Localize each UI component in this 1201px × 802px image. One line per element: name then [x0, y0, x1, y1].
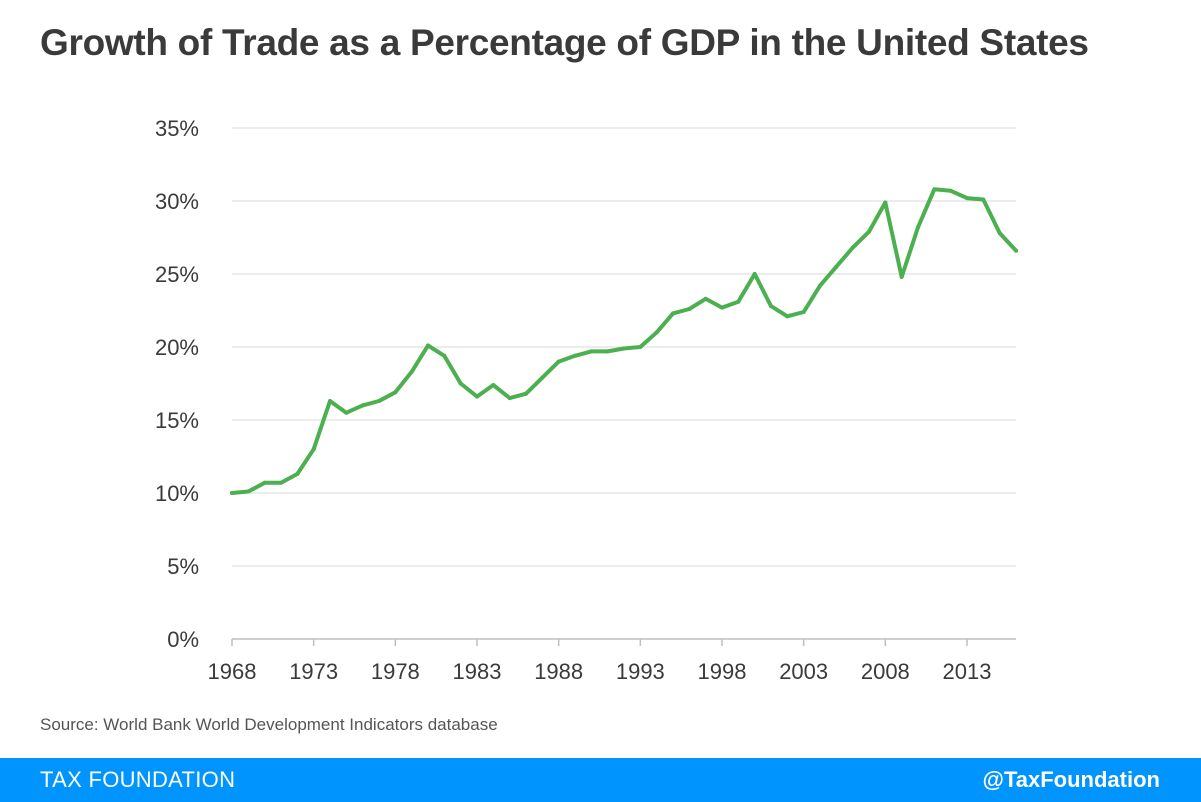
data-point: [295, 472, 300, 477]
data-point: [899, 274, 904, 279]
data-point: [589, 349, 594, 354]
data-point: [311, 447, 316, 452]
data-point: [262, 480, 267, 485]
data-point: [377, 399, 381, 404]
data-point: [230, 491, 234, 495]
y-tick-label: 15%: [155, 408, 199, 433]
x-tick-label: 2008: [861, 659, 910, 684]
data-point: [883, 200, 888, 205]
data-point: [965, 196, 969, 201]
data-point: [1014, 248, 1018, 253]
y-tick-label: 20%: [155, 335, 199, 360]
y-tick-label: 0%: [167, 627, 199, 652]
data-point: [426, 343, 430, 348]
data-point: [556, 359, 561, 364]
data-point: [687, 307, 692, 312]
series-layer: [230, 187, 1018, 495]
data-point: [279, 480, 283, 485]
data-point: [458, 381, 463, 386]
y-tick-label: 35%: [155, 116, 199, 141]
data-point: [524, 391, 528, 396]
data-point: [850, 245, 855, 250]
series-line-trade: [230, 187, 1018, 495]
x-tick-label: 2003: [779, 659, 828, 684]
data-point: [801, 309, 806, 314]
data-point: [654, 330, 659, 335]
footer-bar: TAX FOUNDATION @TaxFoundation: [0, 758, 1201, 802]
data-point: [720, 305, 724, 310]
data-point: [638, 345, 643, 349]
data-point: [246, 489, 251, 494]
x-axis: [231, 638, 1016, 646]
x-axis-labels: 1968 1973 1978 1983 1988 1993 1998 2003 2008 2013: [208, 659, 992, 684]
x-tick-label: 1988: [534, 659, 583, 684]
data-point: [703, 296, 708, 301]
footer-brand: TAX FOUNDATION: [40, 767, 236, 792]
data-point: [573, 353, 577, 358]
data-point: [507, 396, 512, 401]
data-point: [997, 231, 1002, 236]
data-point: [785, 314, 790, 319]
chart-title: Growth of Trade as a Percentage of GDP i…: [40, 22, 1089, 63]
data-point: [981, 197, 986, 202]
data-point: [540, 375, 545, 380]
data-point: [344, 410, 349, 415]
line-chart: 0%5%10%15%20%25%30%35% 1968 1973 1978 1983 1…: [155, 116, 1018, 684]
data-point: [605, 349, 610, 354]
x-tick-label: 1993: [616, 659, 665, 684]
y-axis-labels: 0% 5% 10% 15% 20% 25% 30% 35%: [155, 116, 199, 652]
data-point: [360, 403, 365, 408]
data-point: [948, 188, 953, 193]
data-point: [736, 299, 741, 304]
data-point: [393, 390, 398, 395]
x-tick-label: 2013: [943, 659, 992, 684]
y-tick-label: 5%: [167, 554, 199, 579]
data-point: [671, 311, 675, 316]
data-point: [491, 382, 496, 387]
data-point: [867, 229, 871, 234]
data-point: [752, 272, 757, 276]
x-tick-label: 1998: [698, 659, 747, 684]
data-point: [328, 399, 332, 404]
data-point: [409, 369, 414, 374]
y-tick-label: 10%: [155, 481, 199, 506]
x-tick-label: 1983: [453, 659, 502, 684]
data-point: [442, 353, 447, 358]
data-point: [916, 225, 920, 230]
y-tick-label: 25%: [155, 262, 199, 287]
x-tick-label: 1968: [208, 659, 257, 684]
y-tick-label: 30%: [155, 189, 199, 214]
data-point: [932, 187, 937, 192]
x-tick-label: 1978: [371, 659, 420, 684]
data-point: [834, 264, 839, 269]
source-note: Source: World Bank World Development Ind…: [40, 715, 498, 734]
footer-handle: @TaxFoundation: [982, 767, 1160, 792]
x-tick-label: 1973: [289, 659, 338, 684]
data-point: [622, 346, 626, 351]
data-point: [769, 304, 773, 309]
data-point: [475, 394, 479, 399]
data-point: [818, 283, 822, 288]
